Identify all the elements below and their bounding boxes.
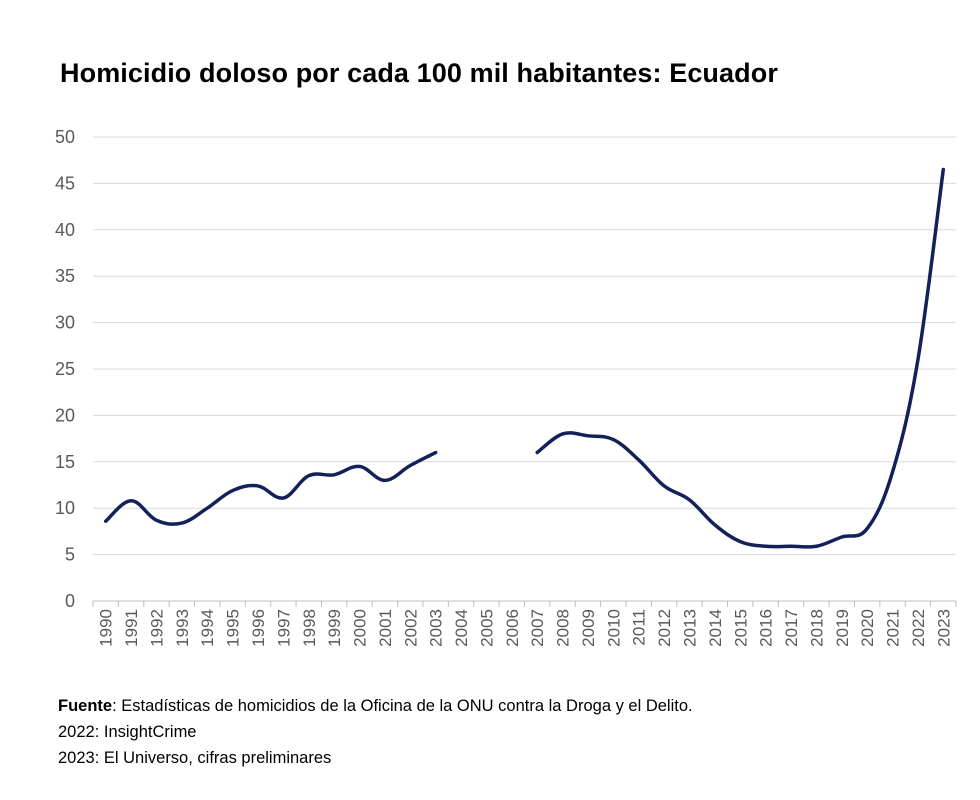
x-tick-label: 1993 xyxy=(173,609,192,647)
x-tick-label: 2012 xyxy=(655,609,674,647)
x-tick-label: 2005 xyxy=(477,609,496,647)
x-axis-ticks: 1990 1991 1992 1993 1994 1995 1996 1997 1998 1999… xyxy=(92,601,957,647)
y-tick-label: 15 xyxy=(55,452,75,472)
source-line: Fuente: Estadísticas de homicidios de la… xyxy=(58,693,693,719)
x-tick-label: 2015 xyxy=(731,609,750,647)
x-tick-label: 1992 xyxy=(147,609,166,647)
x-tick-label: 2006 xyxy=(503,609,522,647)
x-tick-label: 1990 xyxy=(97,609,116,647)
y-tick-label: 0 xyxy=(65,591,75,611)
note-2022: 2022: InsightCrime xyxy=(58,723,197,741)
series-line-segment-2 xyxy=(535,167,946,549)
x-tick-label: 2009 xyxy=(579,609,598,647)
x-tick-label: 2011 xyxy=(630,609,649,646)
x-tick-label: 2014 xyxy=(706,609,725,647)
chart-title: Homicidio doloso por cada 100 mil habita… xyxy=(60,58,778,88)
source-text: : Estadísticas de homicidios de la Ofici… xyxy=(112,697,693,715)
y-tick-label: 30 xyxy=(55,313,75,333)
series-line-segment-1 xyxy=(103,450,438,526)
x-tick-label: 1997 xyxy=(274,609,293,647)
x-tick-label: 2020 xyxy=(858,609,877,647)
x-tick-label: 2016 xyxy=(757,609,776,647)
x-tick-label: 2018 xyxy=(807,609,826,647)
x-tick-label: 2019 xyxy=(833,609,852,647)
y-tick-label: 25 xyxy=(55,359,75,379)
y-tick-label: 40 xyxy=(55,220,75,240)
x-tick-label: 2013 xyxy=(680,609,699,647)
y-axis-ticks: 0 5 10 15 20 25 30 35 40 45 50 xyxy=(55,127,75,611)
note-2023: 2023: El Universo, cifras preliminares xyxy=(58,749,332,767)
x-tick-label: 2008 xyxy=(554,609,573,647)
x-tick-label: 2021 xyxy=(884,609,903,647)
x-tick-label: 2001 xyxy=(376,609,395,647)
series-group xyxy=(103,167,946,549)
x-tick-label: 2007 xyxy=(528,609,547,647)
x-tick-label: 1998 xyxy=(300,609,319,647)
y-tick-label: 20 xyxy=(55,405,75,425)
x-tick-label: 1999 xyxy=(325,609,344,647)
x-tick-label: 1995 xyxy=(224,609,243,647)
x-tick-label: 1991 xyxy=(122,609,141,647)
x-tick-label: 2004 xyxy=(452,609,471,647)
source-notes: Fuente: Estadísticas de homicidios de la… xyxy=(58,693,693,771)
y-tick-label: 5 xyxy=(65,545,75,565)
x-tick-label: 1994 xyxy=(198,609,217,647)
x-tick-label: 2003 xyxy=(427,609,446,647)
x-tick-label: 2000 xyxy=(351,609,370,647)
x-tick-label: 2023 xyxy=(934,609,953,647)
x-tick-label: 1996 xyxy=(249,609,268,647)
x-tick-label: 2010 xyxy=(604,609,623,647)
y-tick-label: 45 xyxy=(55,173,75,193)
x-tick-label: 2002 xyxy=(401,609,420,647)
x-tick-label: 2017 xyxy=(782,609,801,647)
y-tick-label: 35 xyxy=(55,266,75,286)
grid-lines xyxy=(93,136,956,602)
source-label: Fuente xyxy=(58,697,113,715)
y-tick-label: 10 xyxy=(55,498,75,518)
y-tick-label: 50 xyxy=(55,127,75,147)
x-tick-label: 2022 xyxy=(909,609,928,647)
